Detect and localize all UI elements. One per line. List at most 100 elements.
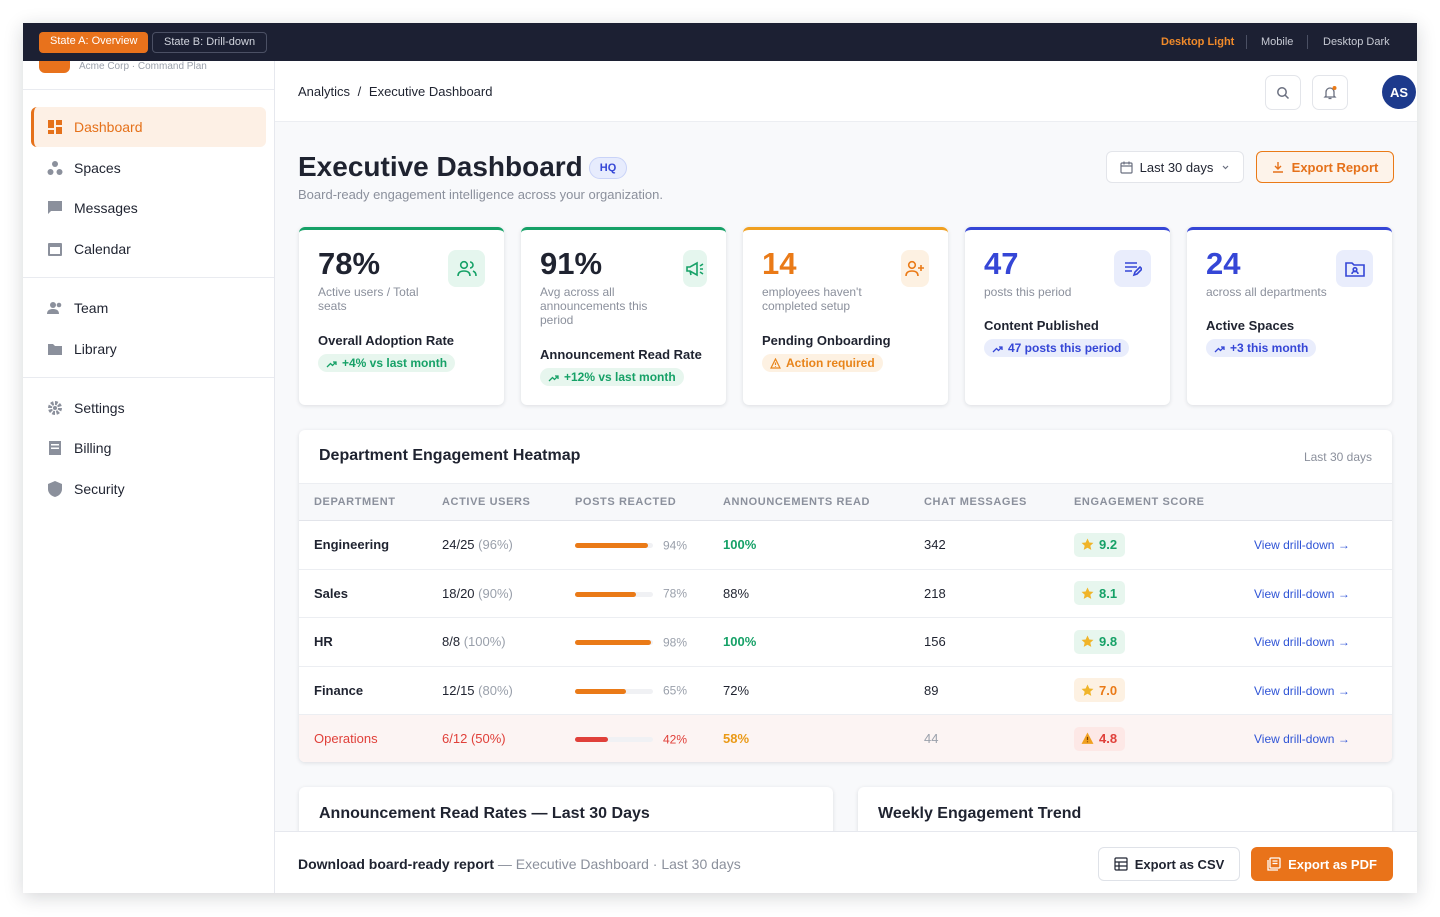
announcements-read: 72%: [723, 666, 924, 715]
notifications-button[interactable]: [1312, 75, 1348, 110]
icon: [1081, 635, 1094, 648]
state-tab[interactable]: State A: Overview: [39, 32, 149, 53]
nav-item[interactable]: Security: [31, 469, 266, 509]
app-frame: State A: Overview State B: Drill-down De…: [23, 23, 1417, 893]
export-label: Export Report: [1291, 159, 1379, 175]
sidebar: Acme Corp · Command Plan Dashboard Space…: [23, 61, 275, 893]
posts-reacted: 42%: [663, 732, 688, 747]
export-csv-button[interactable]: Export as CSV: [1098, 847, 1240, 881]
state-tab[interactable]: State B: Drill-down: [152, 32, 268, 53]
bar: [575, 543, 649, 549]
header: Analytics / Executive Dashboard AS: [275, 61, 1417, 122]
kpi-description: Avg across all announcements this period: [540, 285, 648, 327]
icon: [48, 344, 62, 355]
icon: [1124, 261, 1142, 276]
drill-down-link[interactable]: View drill-down →: [1254, 635, 1350, 650]
posts-reacted-cell: 94%: [575, 520, 723, 570]
icon: [48, 401, 62, 415]
avatar[interactable]: AS: [1382, 75, 1416, 109]
active-users-cell: 6/12 (50%): [442, 714, 575, 762]
bar-track: [575, 640, 653, 646]
nav-label: Security: [74, 481, 125, 497]
score-badge: 9.2: [1074, 532, 1126, 557]
heatmap-title: Department Engagement Heatmap: [319, 447, 581, 464]
column-header: ACTIVE USERS: [442, 483, 575, 521]
kpi-label: Overall Adoption Rate: [318, 333, 455, 348]
action-cell: View drill-down →: [1254, 520, 1392, 570]
score-badge: 7.0: [1074, 678, 1126, 703]
view-tab[interactable]: Mobile: [1261, 36, 1294, 48]
engagement-score: 7.0: [1099, 682, 1118, 698]
export-pdf-button[interactable]: Export as PDF: [1251, 847, 1393, 881]
kpi-trend: 47 posts this period: [984, 339, 1130, 357]
icon: [992, 345, 1003, 352]
nav-item[interactable]: Library: [31, 329, 266, 369]
export-button[interactable]: Export Report: [1256, 151, 1394, 183]
table-row: Sales 18/20 (90%) 78% 88% 218 8.1 View d…: [299, 569, 1392, 618]
kpi-trend: +12% vs last month: [540, 368, 684, 386]
nav-item[interactable]: Billing: [31, 428, 266, 468]
view-tab[interactable]: Desktop Dark: [1323, 36, 1390, 48]
button-label: Export as CSV: [1134, 856, 1225, 872]
kpi-trend-text: +3 this month: [1230, 341, 1309, 355]
nav-label: Library: [74, 341, 117, 357]
announcements-read: 100%: [723, 617, 924, 667]
date-range: Last 30 days: [1139, 159, 1214, 175]
kpi-trend: +3 this month: [1206, 339, 1317, 357]
active-users: 12/15: [442, 682, 475, 698]
nav-item[interactable]: Messages: [31, 188, 266, 228]
score-badge: 8.1: [1074, 581, 1126, 606]
table-row: Engineering 24/25 (96%) 94% 100% 342 9.2…: [299, 520, 1392, 570]
drill-down-link[interactable]: View drill-down →: [1254, 683, 1350, 698]
icon: [1267, 857, 1281, 871]
search-button[interactable]: [1265, 75, 1301, 110]
logo: [39, 61, 70, 73]
active-share: (50%): [470, 731, 506, 747]
posts-reacted-cell: 42%: [575, 714, 723, 762]
icon: [1323, 85, 1337, 99]
breadcrumb-item[interactable]: Analytics: [298, 84, 351, 99]
bar-track: [575, 591, 653, 597]
posts-reacted: 65%: [663, 684, 688, 699]
footer-title: Download board-ready report: [298, 856, 495, 872]
nav-label: Team: [74, 300, 109, 316]
score-cell: 9.2: [1074, 520, 1254, 570]
score-badge: 9.8: [1074, 629, 1126, 654]
department: HR: [299, 617, 442, 667]
nav-item[interactable]: Spaces: [31, 148, 266, 188]
drill-down-link[interactable]: View drill-down →: [1254, 732, 1350, 747]
button-label: Export as PDF: [1288, 856, 1377, 872]
date-range-button[interactable]: Last 30 days: [1106, 151, 1244, 183]
engagement-score: 9.8: [1099, 634, 1118, 650]
kpi-trend: +4% vs last month: [318, 354, 456, 372]
drill-down-link[interactable]: View drill-down →: [1254, 586, 1350, 601]
kpi-description: posts this period: [984, 285, 1072, 299]
posts-reacted-cell: 78%: [575, 569, 723, 618]
kpi-card: 24 across all departments Active Spaces …: [1187, 227, 1392, 405]
kpi-description: Active users / Total seats: [318, 285, 419, 313]
bar: [575, 591, 636, 597]
separator: [1307, 35, 1308, 49]
nav-label: Calendar: [74, 241, 131, 257]
nav-item[interactable]: Calendar: [31, 229, 266, 269]
posts-reacted-cell: 65%: [575, 666, 723, 715]
org-name: Acme Corp · Command Plan: [79, 61, 207, 72]
department: Operations: [299, 714, 442, 762]
nav-label: Billing: [74, 440, 112, 456]
icon: [47, 302, 62, 314]
drill-down-link[interactable]: View drill-down →: [1254, 538, 1350, 553]
icon: [326, 360, 337, 367]
department: Sales: [299, 569, 442, 618]
kpi-card: 14 employees haven't completed setup Pen…: [743, 227, 948, 405]
kpi-label: Pending Onboarding: [762, 333, 891, 348]
action-cell: View drill-down →: [1254, 569, 1392, 618]
nav-item[interactable]: Team: [31, 288, 266, 328]
view-tab[interactable]: Desktop Light: [1161, 36, 1235, 48]
department: Engineering: [299, 520, 442, 570]
kpi-value: 47: [984, 246, 1019, 281]
nav-item[interactable]: Dashboard: [31, 107, 266, 147]
nav-item[interactable]: Settings: [31, 388, 266, 428]
breadcrumb: Analytics / Executive Dashboard: [298, 84, 492, 99]
chat-messages: 89: [924, 666, 1074, 715]
